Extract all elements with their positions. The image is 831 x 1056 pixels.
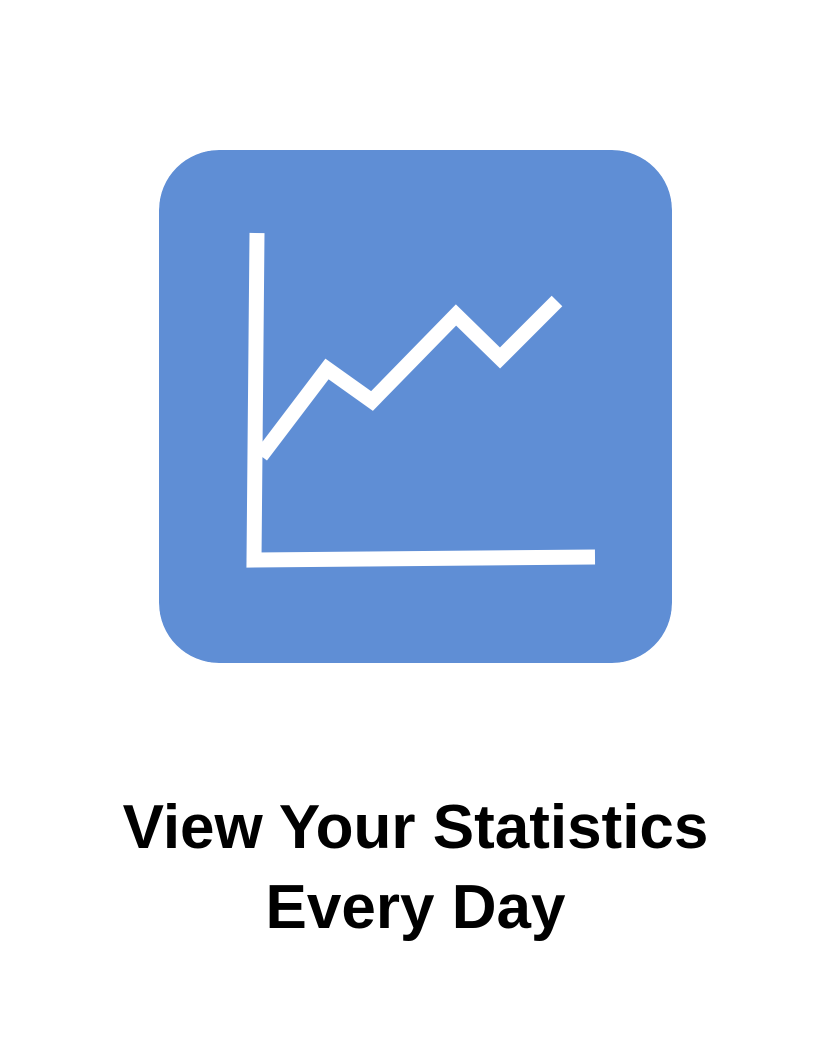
headline-line-1: View Your Statistics [122, 793, 709, 862]
chart-axes [246, 232, 596, 568]
headline: View Your Statistics Every Day [0, 788, 831, 948]
statistics-app-icon [159, 150, 672, 663]
headline-line-2: Every Day [265, 873, 566, 942]
line-chart-icon [159, 150, 672, 663]
icon-background [159, 150, 672, 663]
chart-trend-line [255, 295, 563, 461]
